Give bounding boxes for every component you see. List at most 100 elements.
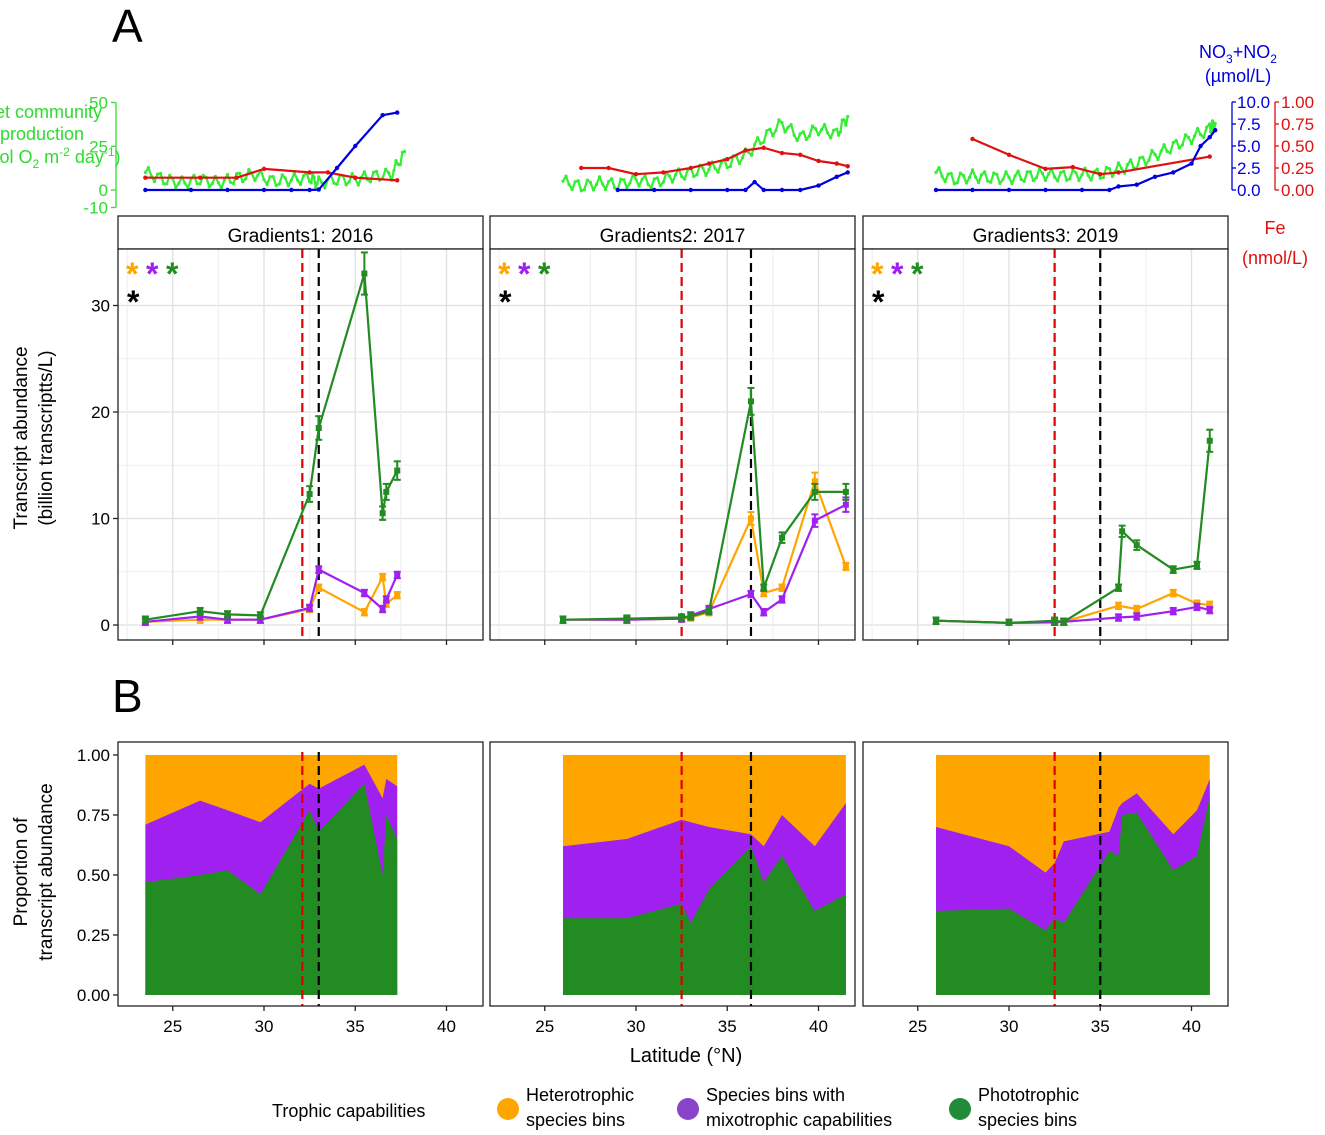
phototrophic-point — [1170, 566, 1177, 573]
no3-series-point — [752, 179, 757, 185]
ncp-series-point — [384, 167, 388, 171]
fe-tick-label: 0.00 — [1281, 181, 1314, 200]
no3-series-point — [289, 187, 294, 193]
no3-series-point — [188, 187, 194, 193]
ncp-series-point — [174, 186, 178, 190]
ncp-series-point — [274, 183, 278, 188]
ncp-series-point — [152, 180, 157, 184]
ncp-series-point — [610, 177, 614, 181]
no3-series-point — [1189, 161, 1194, 166]
ncp-series-point — [1046, 172, 1051, 176]
ncp-series-point — [600, 182, 605, 186]
fe-series-point — [579, 165, 584, 171]
no3-series-point — [845, 170, 850, 175]
no3-series-point — [334, 165, 340, 171]
ncp-series-point — [940, 174, 944, 178]
panel-b-facet-2: 25 30 35 40 — [489, 741, 856, 1036]
ncp-series-point — [146, 165, 151, 170]
ncp-series-point — [816, 133, 821, 137]
mixotrophic-point — [1133, 613, 1140, 620]
fe-series-point — [234, 175, 239, 180]
ncp-series-point — [701, 166, 705, 170]
ncp-series-point — [320, 180, 324, 185]
heterotrophic-point — [842, 563, 849, 570]
ncp-series — [562, 116, 849, 192]
ncp-series-point — [992, 171, 996, 175]
ncp-series-point — [1107, 167, 1111, 171]
ncp-series-point — [186, 186, 190, 190]
ncp-tick-label: 50 — [89, 94, 108, 113]
y-tick-label: 0.75 — [77, 806, 110, 825]
ncp-series-point — [976, 180, 981, 185]
heterotrophic-point — [1206, 601, 1213, 608]
ncp-series-point — [1074, 171, 1078, 175]
phototrophic-point — [678, 614, 685, 621]
facet-border — [862, 741, 1229, 1007]
ncp-axis-label: Net community production (mmol O2 m-2 da… — [0, 102, 121, 171]
significance-star: * — [146, 256, 159, 292]
ncp-series-point — [168, 173, 172, 178]
ncp-series-point — [1126, 163, 1130, 167]
ncp-series-point — [309, 181, 313, 185]
phototrophic-point — [1006, 619, 1012, 626]
ncp-series-point — [946, 172, 950, 176]
no3-sub1: 3 — [1226, 52, 1233, 66]
mixotrophic-point — [1170, 608, 1177, 615]
ncp-series-point — [713, 166, 717, 170]
ncp-series-point — [1141, 155, 1145, 159]
ncp-series-point — [183, 181, 187, 185]
ncp-series-point — [1077, 178, 1081, 183]
ncp-series-point — [1168, 151, 1172, 155]
fe-series — [581, 146, 848, 176]
fe-series-point — [743, 148, 748, 153]
ncp-series-point — [998, 181, 1002, 185]
ncp-series-point — [719, 161, 723, 165]
ncp-series-point — [1177, 146, 1181, 150]
x-tick-label: 40 — [437, 1017, 456, 1036]
ncp-series-point — [155, 172, 160, 176]
mixotrophic-point — [379, 606, 386, 613]
ncp-series-point — [652, 177, 656, 181]
fe-series-point — [261, 166, 267, 172]
ncp-series-point — [807, 134, 811, 138]
heterotrophic-point — [747, 515, 754, 522]
ncp-series-point — [835, 127, 839, 131]
ncp-series-point — [1189, 141, 1194, 146]
ncp-series-point — [1086, 173, 1090, 177]
ncp-series-point — [1116, 161, 1121, 165]
significance-star: * — [518, 256, 531, 292]
ncp-series-point — [607, 180, 611, 184]
no3-series-point — [798, 187, 803, 193]
ncp-series-point — [387, 171, 391, 175]
fe-axis-label: Fe (nmol/L) — [1242, 218, 1308, 268]
ncp-unit-sub: 2 — [32, 157, 39, 171]
phototrophic-point — [257, 612, 264, 619]
panel-a-facet-2: Gradients2: 2017* * ** — [489, 215, 856, 645]
ncp-series-point — [280, 173, 284, 177]
ncp-series-point — [207, 185, 211, 189]
mixotrophic-point — [1115, 614, 1122, 621]
y-tick-label: 20 — [91, 403, 110, 422]
ncp-series-point — [637, 184, 641, 188]
heterotrophic-point — [1115, 602, 1122, 609]
ncp-unit-sup: -2 — [59, 145, 70, 159]
ncp-series-point — [253, 178, 257, 182]
mixotrophic-point — [1206, 607, 1213, 614]
y-tick-label: 0.00 — [77, 986, 110, 1005]
facet-title: Gradients1: 2016 — [228, 226, 374, 247]
fe-series-point — [970, 136, 975, 142]
ncp-series-point — [402, 149, 407, 154]
panel-a-ylabel-line1: Transcript abundance — [11, 346, 32, 529]
ncp-series-point — [649, 185, 653, 190]
ncp-series-point — [798, 132, 802, 136]
ncp-series-point — [347, 180, 351, 184]
ncp-series-point — [783, 130, 787, 134]
mixotrophic-point — [779, 596, 785, 603]
ncp-series-point — [695, 173, 699, 177]
ncp-series-point — [603, 187, 608, 192]
mixotrophic-point — [1193, 603, 1200, 610]
ncp-series-point — [1174, 138, 1178, 143]
ncp-series-point — [958, 171, 962, 175]
heterotrophic-point — [811, 478, 818, 485]
legend-item-heterotrophic-line1: Heterotrophic — [526, 1085, 634, 1105]
